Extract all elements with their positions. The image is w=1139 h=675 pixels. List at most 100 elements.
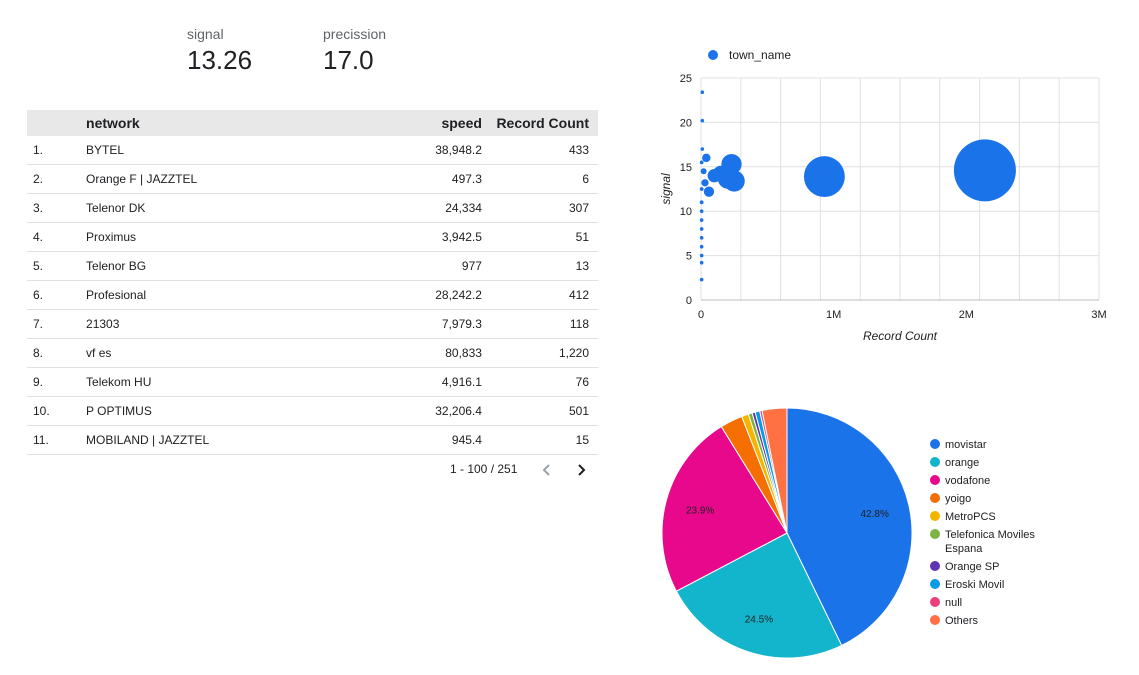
cell-speed: 32,206.4	[330, 396, 482, 426]
legend-label[interactable]: movistar	[945, 439, 987, 451]
row-index: 5.	[27, 251, 87, 281]
scatter-point[interactable]	[699, 277, 704, 282]
legend-marker	[930, 579, 940, 589]
cell-network: Orange F | JAZZTEL	[86, 164, 331, 194]
pie-slice[interactable]	[761, 407, 788, 534]
scorecard-signal: signal 13.26	[187, 26, 252, 76]
scorecard-precission: precission 17.0	[323, 26, 386, 76]
table-row[interactable]: 5. Telenor BG 977 13	[27, 251, 598, 281]
x-tick-label: 2M	[959, 309, 974, 321]
cell-record-count: 433	[481, 136, 598, 165]
cell-record-count: 76	[481, 367, 598, 397]
legend-label[interactable]: Eroski Movil	[945, 579, 1004, 591]
legend-label[interactable]: Telefonica Moviles Espana	[945, 529, 1035, 555]
scatter-point[interactable]	[803, 156, 845, 198]
legend-label[interactable]: vodafone	[945, 475, 990, 487]
cell-speed: 3,942.5	[330, 222, 482, 252]
pie-slice[interactable]	[786, 407, 913, 647]
cell-record-count: 501	[481, 396, 598, 426]
cell-record-count: 15	[481, 425, 598, 455]
scatter-point[interactable]	[700, 147, 705, 151]
table-row[interactable]: 11. MOBILAND | JAZZTEL 945.4 15	[27, 425, 598, 455]
cell-speed: 7,979.3	[330, 309, 482, 339]
header-speed[interactable]: speed	[441, 115, 482, 131]
pagination-label: 1 - 100 / 251	[450, 462, 518, 476]
cell-record-count: 412	[481, 280, 598, 310]
legend-marker	[930, 615, 940, 625]
legend-label[interactable]: town_name	[729, 48, 791, 62]
table-row[interactable]: 10. P OPTIMUS 32,206.4 501	[27, 396, 598, 426]
scatter-point[interactable]	[700, 118, 705, 123]
header-record-count[interactable]: Record Count	[496, 115, 589, 131]
legend-marker	[930, 475, 940, 485]
legend-marker	[930, 493, 940, 503]
row-index: 6.	[27, 280, 87, 310]
scatter-point[interactable]	[699, 260, 704, 265]
y-axis-label: signal	[659, 173, 673, 205]
scatter-point[interactable]	[707, 168, 721, 183]
legend-label[interactable]: null	[945, 597, 962, 609]
pie-slice[interactable]	[661, 425, 788, 592]
pie-chart: 42.8% 24.5% 23.9% movistar orange vodafone yoi…	[661, 407, 1035, 659]
pie-slice[interactable]	[675, 532, 843, 659]
y-tick-label: 0	[686, 295, 692, 307]
cell-network: Telenor DK	[86, 193, 331, 223]
cell-speed: 38,948.2	[330, 136, 482, 165]
legend-marker	[930, 597, 940, 607]
table-row[interactable]: 9. Telekom HU 4,916.1 76	[27, 367, 598, 397]
legend-label[interactable]: Orange SP	[945, 561, 999, 573]
cell-speed: 28,242.2	[330, 280, 482, 310]
cell-network: Telekom HU	[86, 367, 331, 397]
table-row[interactable]: 2. Orange F | JAZZTEL 497.3 6	[27, 164, 598, 194]
cell-speed: 80,833	[330, 338, 482, 368]
scatter-point[interactable]	[700, 168, 707, 175]
scatter-point[interactable]	[953, 139, 1016, 202]
scatter-point[interactable]	[699, 187, 704, 191]
scatter-point[interactable]	[699, 209, 704, 213]
table-row[interactable]: 1. BYTEL 38,948.2 433	[27, 136, 598, 165]
table-row[interactable]: 7. 21303 7,979.3 118	[27, 309, 598, 339]
table-row[interactable]: 6. Profesional 28,242.2 412	[27, 280, 598, 310]
pie-slice-label: 23.9%	[686, 505, 714, 516]
legend-marker	[930, 439, 940, 449]
cell-record-count: 307	[481, 193, 598, 223]
legend-label[interactable]: MetroPCS	[945, 511, 996, 523]
legend-marker	[930, 529, 940, 539]
row-index: 9.	[27, 367, 87, 397]
legend-label[interactable]: orange	[945, 457, 979, 469]
cell-speed: 24,334	[330, 193, 482, 223]
table-row[interactable]: 3. Telenor DK 24,334 307	[27, 193, 598, 223]
chevron-left-icon[interactable]	[538, 460, 556, 480]
scatter-point[interactable]	[699, 244, 704, 249]
legend-marker	[930, 561, 940, 571]
cell-speed: 977	[330, 251, 482, 281]
legend-marker	[708, 50, 718, 60]
cell-network: BYTEL	[86, 136, 331, 165]
cell-network: MOBILAND | JAZZTEL	[86, 425, 331, 455]
scatter-point[interactable]	[700, 90, 705, 95]
x-tick-label: 0	[698, 309, 704, 321]
legend-label[interactable]: Others	[945, 615, 979, 627]
scorecard-value: 17.0	[323, 45, 374, 75]
table-row[interactable]: 8. vf es 80,833 1,220	[27, 338, 598, 368]
x-axis-label: Record Count	[863, 329, 938, 343]
cell-record-count: 51	[481, 222, 598, 252]
scatter-point[interactable]	[699, 227, 704, 231]
chevron-right-icon[interactable]	[572, 460, 590, 480]
y-tick-label: 5	[686, 251, 692, 263]
scatter-point[interactable]	[699, 253, 704, 258]
row-index: 10.	[27, 396, 87, 426]
scatter-point[interactable]	[699, 160, 704, 165]
scatter-point[interactable]	[703, 186, 715, 197]
table-row[interactable]: 4. Proximus 3,942.5 51	[27, 222, 598, 252]
scatter-point[interactable]	[702, 153, 711, 163]
scatter-point[interactable]	[699, 236, 704, 240]
table-header-row: network speed Record Count	[27, 110, 598, 136]
row-index: 11.	[27, 425, 87, 455]
x-tick-label: 3M	[1091, 309, 1106, 321]
legend-label[interactable]: yoigo	[945, 493, 971, 505]
header-network[interactable]: network	[86, 115, 140, 131]
scatter-point[interactable]	[699, 218, 704, 222]
scatter-point[interactable]	[701, 179, 709, 187]
scatter-point[interactable]	[699, 200, 704, 205]
